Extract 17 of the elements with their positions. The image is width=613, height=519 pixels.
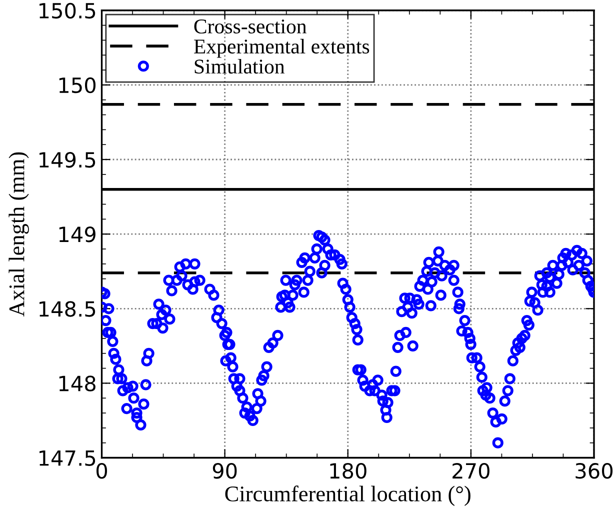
y-tick-label: 149.5 [40, 152, 96, 168]
legend-label: Simulation [194, 58, 285, 74]
x-tick-label: 90 [212, 462, 237, 479]
y-axis-title: Axial length (mm) [8, 152, 29, 317]
legend-label: Experimental extents [194, 38, 370, 58]
x-tick-label: 360 [576, 462, 612, 479]
y-tick-label: 149 [59, 226, 96, 242]
y-tick-label: 148.5 [40, 301, 96, 317]
y-tick-label: 147.5 [40, 450, 96, 466]
x-tick-label: 270 [452, 462, 490, 479]
x-axis-title: Circumferential location (°) [225, 486, 470, 506]
x-tick-label: 180 [330, 462, 366, 479]
y-tick-label: 150.5 [40, 2, 96, 19]
legend-label: Cross-section [194, 20, 307, 34]
y-tick-label: 148 [59, 376, 96, 392]
x-tick-label: 0 [96, 462, 107, 479]
y-tick-label: 150 [59, 77, 96, 94]
